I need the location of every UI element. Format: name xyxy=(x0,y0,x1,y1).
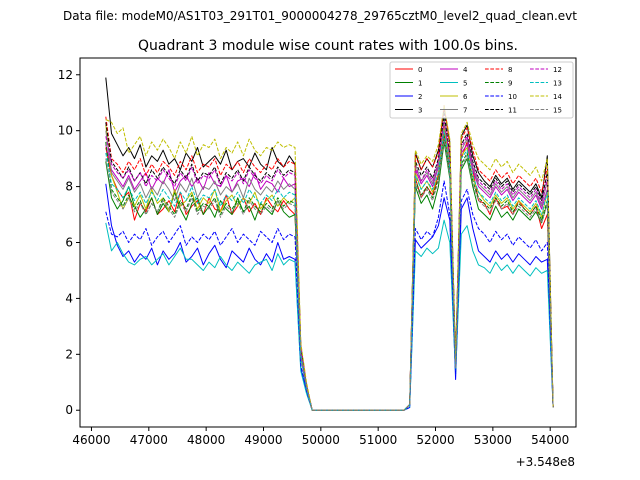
legend-label-2: 2 xyxy=(418,93,422,101)
series-layer xyxy=(105,77,554,411)
legend-label-12: 12 xyxy=(553,66,562,74)
legend-label-1: 1 xyxy=(418,80,422,88)
x-tick-label: 53000 xyxy=(474,433,512,447)
series-line-15 xyxy=(105,138,554,411)
legend-label-13: 13 xyxy=(553,80,562,88)
x-tick-label: 51000 xyxy=(359,433,397,447)
x-tick-label: 47000 xyxy=(130,433,168,447)
legend-label-10: 10 xyxy=(508,93,517,101)
legend-label-11: 11 xyxy=(508,107,517,115)
x-offset-label: +3.548e8 xyxy=(516,455,575,469)
x-tick-label: 48000 xyxy=(187,433,225,447)
series-line-13 xyxy=(105,130,554,411)
y-tick-label: 0 xyxy=(65,403,73,417)
legend-box xyxy=(389,61,574,119)
y-tick-label: 6 xyxy=(65,236,73,250)
legend-label-3: 3 xyxy=(418,107,422,115)
legend-label-15: 15 xyxy=(553,107,562,115)
legend-label-9: 9 xyxy=(508,80,512,88)
y-axis: 0 2 4 6 8 10 12 xyxy=(58,68,80,417)
y-tick-label: 2 xyxy=(65,347,73,361)
x-tick-label: 49000 xyxy=(244,433,282,447)
y-tick-label: 4 xyxy=(65,291,73,305)
legend-label-8: 8 xyxy=(508,66,512,74)
legend-label-5: 5 xyxy=(463,80,467,88)
legend-label-0: 0 xyxy=(418,66,422,74)
legend-label-7: 7 xyxy=(463,107,467,115)
data-file-header: Data file: modeM0/AS1T03_291T01_90000042… xyxy=(63,9,577,23)
legend-label-14: 14 xyxy=(553,93,562,101)
y-tick-label: 10 xyxy=(58,124,73,138)
y-tick-label: 12 xyxy=(58,68,73,82)
x-tick-label: 52000 xyxy=(416,433,454,447)
chart-title: Quadrant 3 module wise count rates with … xyxy=(138,38,518,54)
x-tick-label: 46000 xyxy=(72,433,110,447)
plot-area xyxy=(79,57,577,428)
legend-label-4: 4 xyxy=(463,66,468,74)
y-tick-label: 8 xyxy=(65,180,73,194)
x-tick-label: 50000 xyxy=(302,433,340,447)
legend-label-6: 6 xyxy=(463,93,468,101)
x-tick-label: 54000 xyxy=(531,433,569,447)
x-axis: 46000 47000 48000 49000 50000 51000 52000 53000… xyxy=(72,427,569,447)
